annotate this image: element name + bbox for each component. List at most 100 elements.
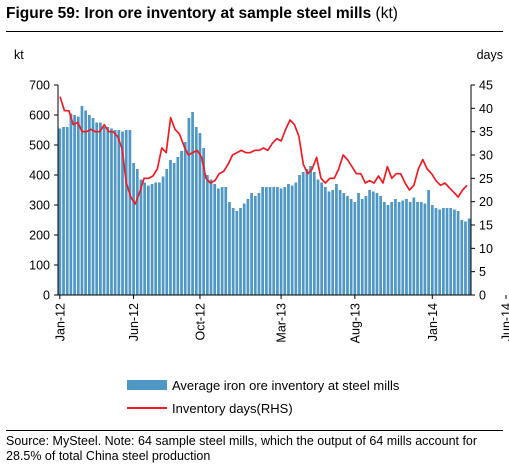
inventory-bar xyxy=(154,182,158,295)
x-tick-label: Oct-12 xyxy=(193,303,207,341)
inventory-bar xyxy=(335,184,338,295)
inventory-bar xyxy=(84,110,88,295)
right-axis-unit: days xyxy=(477,48,503,62)
inventory-bar xyxy=(158,182,161,295)
inventory-bar xyxy=(135,169,139,295)
inventory-bar xyxy=(445,208,449,295)
x-tick-label: Jan-14 xyxy=(426,303,440,341)
inventory-bar xyxy=(65,127,69,295)
inventory-bar xyxy=(309,166,312,295)
inventory-bar xyxy=(58,128,62,295)
inventory-bar xyxy=(379,196,383,295)
inventory-bar xyxy=(250,193,253,295)
inventory-bar xyxy=(172,163,176,295)
left-tick-label: 200 xyxy=(29,229,50,243)
inventory-bar xyxy=(342,193,346,295)
inventory-bar xyxy=(202,148,206,295)
inventory-bar xyxy=(268,187,272,295)
inventory-bar xyxy=(353,202,357,295)
inventory-bar xyxy=(69,113,73,295)
inventory-bar xyxy=(73,115,76,295)
inventory-bar xyxy=(224,187,228,295)
inventory-bar xyxy=(242,203,246,295)
inventory-bar xyxy=(95,122,99,295)
inventory-bar xyxy=(272,187,276,295)
inventory-bar xyxy=(146,185,150,295)
right-tick-label: 30 xyxy=(479,149,493,163)
inventory-bar xyxy=(124,130,128,295)
inventory-bar xyxy=(279,188,283,295)
figure-title: Figure 59: Iron ore inventory at sample … xyxy=(6,5,398,23)
inventory-bar xyxy=(231,208,235,295)
inventory-bar xyxy=(228,202,231,295)
right-tick-label: 10 xyxy=(479,242,493,256)
x-tick-label: Jun-14 xyxy=(500,303,509,341)
inventory-bar xyxy=(316,179,320,295)
inventory-bar xyxy=(213,184,217,295)
x-tick-label: Jun-12 xyxy=(127,303,141,341)
inventory-bar xyxy=(419,202,423,295)
inventory-bar xyxy=(312,172,316,295)
inventory-bar xyxy=(368,190,371,295)
inventory-bar xyxy=(76,116,80,295)
inventory-bar xyxy=(205,175,209,295)
x-tick-label: Mar-13 xyxy=(275,303,289,343)
right-tick-label: 35 xyxy=(479,125,493,139)
inventory-bar xyxy=(198,133,202,295)
title-divider xyxy=(6,31,503,32)
inventory-bar xyxy=(456,211,460,295)
inventory-bar xyxy=(143,182,147,295)
inventory-bar xyxy=(298,175,301,295)
inventory-bar xyxy=(80,106,84,295)
left-tick-label: 500 xyxy=(29,139,50,153)
right-tick-label: 25 xyxy=(479,172,493,186)
left-tick-label: 600 xyxy=(29,109,50,123)
inventory-bar xyxy=(102,127,106,295)
inventory-bar xyxy=(91,118,95,295)
inventory-bar xyxy=(397,202,401,295)
inventory-bar xyxy=(217,188,220,295)
inventory-bar xyxy=(394,199,397,295)
x-tick-label: Aug-13 xyxy=(348,303,362,343)
inventory-bar xyxy=(327,191,331,295)
left-tick-label: 0 xyxy=(43,289,50,303)
inventory-bar xyxy=(416,202,419,295)
inventory-bar xyxy=(191,112,194,295)
iron-ore-inventory-chart: kt days 0 100 200 300 400 500 600 700 0 5 10 15 20 25 30… xyxy=(14,48,509,416)
legend-label-days: Inventory days(RHS) xyxy=(172,401,293,416)
source-divider xyxy=(6,430,503,431)
inventory-bar xyxy=(239,208,242,295)
inventory-bar xyxy=(261,187,265,295)
inventory-bar xyxy=(176,157,180,295)
figure-title-unit: (kt) xyxy=(375,5,398,22)
inventory-bar xyxy=(375,193,379,295)
inventory-bar xyxy=(169,160,172,295)
inventory-bar xyxy=(257,193,261,295)
right-tick-label: 40 xyxy=(479,102,493,116)
inventory-bar xyxy=(386,205,390,295)
inventory-bar xyxy=(349,199,353,295)
inventory-bar xyxy=(427,190,430,295)
inventory-bar xyxy=(87,115,91,295)
inventory-bar xyxy=(453,209,456,295)
inventory-bar xyxy=(187,118,191,295)
inventory-bar xyxy=(382,202,386,295)
inventory-bar xyxy=(301,172,305,295)
inventory-bar xyxy=(412,197,416,295)
inventory-bar xyxy=(408,202,412,295)
inventory-bar xyxy=(180,151,183,295)
inventory-bar xyxy=(220,187,224,295)
inventory-bar xyxy=(401,200,405,295)
inventory-bar xyxy=(139,179,143,295)
inventory-bar xyxy=(110,128,113,295)
inventory-bar xyxy=(253,196,257,295)
inventory-bar xyxy=(464,221,467,295)
inventory-bar xyxy=(150,184,154,295)
inventory-bar xyxy=(357,193,360,295)
inventory-bar xyxy=(405,199,408,295)
inventory-bar xyxy=(346,196,349,295)
inventory-bar xyxy=(305,169,309,295)
inventory-bar xyxy=(183,142,187,295)
inventory-bar xyxy=(438,209,442,295)
inventory-bar xyxy=(62,127,65,295)
